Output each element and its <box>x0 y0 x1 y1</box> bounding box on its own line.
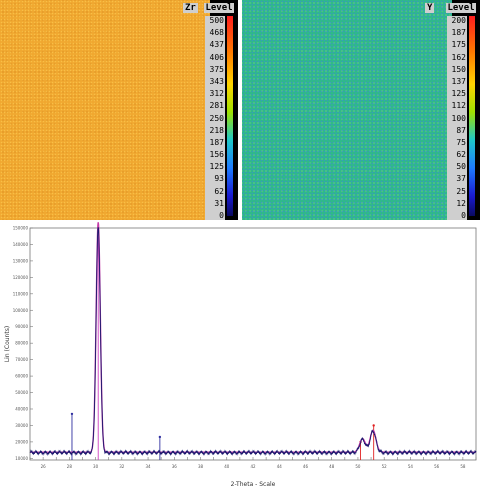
zr-level-label: Level <box>204 3 234 13</box>
y-tick: 200 <box>451 16 466 25</box>
x-tick-label: 28 <box>67 464 73 469</box>
x-tick-label: 26 <box>41 464 47 469</box>
x-tick-label: 48 <box>329 464 335 469</box>
y-tick: 187 <box>451 28 466 38</box>
y-tick-label: 80000 <box>15 341 28 346</box>
zr-tick: 218 <box>209 125 224 135</box>
x-tick-label: 32 <box>119 464 125 469</box>
y-element-tag: Y <box>425 3 435 13</box>
zr-element-map: Zr Level 500 468 437 406 375 343 312 281… <box>0 0 238 220</box>
x-tick-label: 38 <box>198 464 204 469</box>
y-tick-label: 150000 <box>13 226 29 231</box>
zr-element-tag: Zr <box>183 3 198 13</box>
y-axis-label: Lin (Counts) <box>4 326 11 362</box>
x-tick-label: 36 <box>172 464 178 469</box>
x-tick-label: 54 <box>408 464 414 469</box>
zr-tick: 312 <box>209 89 224 99</box>
y-tick: 112 <box>451 101 466 111</box>
y-map-image <box>242 0 452 220</box>
y-tick-label: 30000 <box>15 423 28 428</box>
y-tick-label: 130000 <box>13 258 29 263</box>
zr-tick: 156 <box>209 150 224 160</box>
zr-tick: 0 <box>219 211 224 220</box>
reference-marker <box>158 435 162 439</box>
xrd-pattern-plot: 10000 20000 30000 40000 50000 60000 70000 80000… <box>4 222 477 488</box>
y-tick-label: 100000 <box>13 308 29 313</box>
x-tick-label: 34 <box>146 464 152 469</box>
zr-tick: 468 <box>209 28 224 38</box>
zr-tick: 187 <box>209 137 224 147</box>
y-tick: 12 <box>456 198 466 208</box>
x-tick-label: 44 <box>277 464 283 469</box>
y-tick: 75 <box>456 137 466 147</box>
y-tick: 62 <box>456 150 466 160</box>
zr-map-image <box>0 0 210 220</box>
y-tick: 125 <box>451 89 466 99</box>
x-tick-label: 56 <box>434 464 440 469</box>
y-tick: 137 <box>451 76 466 86</box>
zr-level-ticks: 500 468 437 406 375 343 312 281 250 218 … <box>205 16 225 220</box>
y-level-ticks: 200 187 175 162 150 137 125 112 100 87 7… <box>447 16 467 220</box>
y-tick: 25 <box>456 186 466 196</box>
x-tick-label: 30 <box>93 464 99 469</box>
y-tick: 175 <box>451 40 466 50</box>
y-tick: 0 <box>461 211 466 220</box>
y-tick-label: 90000 <box>15 324 28 329</box>
y-tick: 37 <box>456 174 466 184</box>
y-tick-label: 40000 <box>15 406 28 411</box>
y-tick: 100 <box>451 113 466 123</box>
pattern-curve <box>29 227 477 457</box>
plot-frame <box>29 227 477 461</box>
y-tick-label: 140000 <box>13 242 29 247</box>
x-tick-label: 46 <box>303 464 309 469</box>
zr-tick: 343 <box>209 76 224 86</box>
zr-tick: 62 <box>214 186 224 196</box>
y-tick-label: 110000 <box>13 291 29 296</box>
y-tick-label: 120000 <box>13 275 29 280</box>
zr-tick: 125 <box>209 162 224 172</box>
y-tick: 87 <box>456 125 466 135</box>
x-tick-label: 58 <box>460 464 466 469</box>
zr-tick: 375 <box>209 64 224 74</box>
y-tick-label: 50000 <box>15 390 28 395</box>
x-tick-label: 52 <box>382 464 388 469</box>
y-tick-label: 70000 <box>15 357 28 362</box>
zr-tick: 31 <box>214 198 224 208</box>
x-tick-label: 50 <box>355 464 361 469</box>
zr-tick: 500 <box>209 16 224 25</box>
zr-tick: 281 <box>209 101 224 111</box>
x-axis-ticks: 26 28 30 32 34 36 38 40 42 44 46 48 50 52 54 56 58 <box>29 457 477 469</box>
y-tick-label: 60000 <box>15 374 28 379</box>
reference-marker <box>70 412 74 416</box>
zr-tick: 437 <box>209 40 224 50</box>
y-tick: 50 <box>456 162 466 172</box>
x-tick-label: 42 <box>250 464 256 469</box>
y-tick-label: 10000 <box>15 456 28 461</box>
y-level-label: Level <box>446 3 476 13</box>
reference-marker <box>372 424 375 427</box>
y-element-map: Y Level 200 187 175 162 150 137 125 112 … <box>242 0 480 220</box>
y-tick: 150 <box>451 64 466 74</box>
x-axis-label: 2-Theta - Scale <box>231 481 276 488</box>
zr-tick: 93 <box>214 174 224 184</box>
y-tick: 162 <box>451 52 466 62</box>
zr-colorbar <box>227 16 233 216</box>
zr-tick: 250 <box>209 113 224 123</box>
x-tick-label: 40 <box>224 464 230 469</box>
y-axis-ticks: 10000 20000 30000 40000 50000 60000 70000 80000… <box>13 226 33 461</box>
y-colorbar <box>469 16 475 216</box>
y-tick-label: 20000 <box>15 439 28 444</box>
zr-tick: 406 <box>209 52 224 62</box>
